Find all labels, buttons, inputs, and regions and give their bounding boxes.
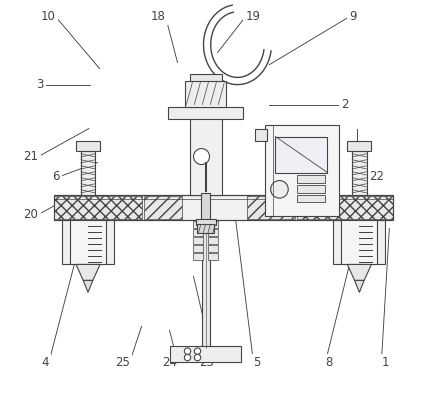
Text: 3: 3: [36, 78, 44, 91]
Text: 8: 8: [326, 356, 333, 369]
Bar: [190, 103, 222, 194]
Bar: [167, 107, 244, 119]
Bar: [195, 219, 215, 225]
Bar: [190, 74, 222, 81]
Bar: [297, 196, 392, 219]
Bar: [76, 141, 100, 150]
Bar: [70, 221, 106, 264]
Text: 18: 18: [151, 10, 166, 23]
Text: 9: 9: [350, 10, 357, 23]
Text: 4: 4: [41, 356, 49, 369]
Bar: [185, 81, 226, 107]
Bar: [256, 130, 267, 141]
Bar: [54, 194, 393, 221]
Bar: [297, 175, 326, 182]
Bar: [208, 245, 218, 253]
Text: 25: 25: [115, 356, 130, 369]
Polygon shape: [76, 264, 100, 280]
Polygon shape: [354, 280, 364, 292]
Circle shape: [271, 180, 288, 198]
Bar: [193, 221, 203, 229]
Bar: [197, 225, 214, 233]
Text: 24: 24: [163, 356, 178, 369]
Text: 23: 23: [198, 356, 214, 369]
Circle shape: [184, 348, 191, 354]
Bar: [208, 221, 218, 229]
Text: 7: 7: [358, 146, 365, 159]
Bar: [208, 253, 218, 260]
Text: 5: 5: [253, 356, 261, 369]
Bar: [193, 253, 203, 260]
Bar: [334, 221, 385, 264]
Bar: [193, 245, 203, 253]
Text: 2: 2: [342, 98, 349, 111]
Bar: [248, 196, 295, 219]
Circle shape: [184, 354, 191, 361]
Bar: [201, 192, 210, 221]
Bar: [193, 229, 203, 237]
Bar: [352, 150, 366, 194]
Bar: [276, 137, 327, 172]
Bar: [54, 196, 142, 219]
Bar: [202, 221, 210, 348]
Circle shape: [194, 148, 210, 164]
Bar: [170, 346, 241, 363]
Text: 20: 20: [23, 208, 39, 221]
Bar: [342, 221, 377, 264]
Bar: [54, 194, 393, 221]
Polygon shape: [347, 264, 371, 280]
Bar: [193, 237, 203, 245]
Text: 19: 19: [245, 10, 260, 23]
Bar: [297, 195, 326, 203]
Text: 10: 10: [41, 10, 56, 23]
Text: 21: 21: [23, 150, 39, 163]
Bar: [208, 237, 218, 245]
Circle shape: [194, 348, 201, 354]
Bar: [347, 141, 371, 150]
Bar: [81, 150, 95, 194]
Polygon shape: [83, 280, 93, 292]
Bar: [297, 185, 326, 192]
Circle shape: [194, 354, 201, 361]
Bar: [208, 229, 218, 237]
Bar: [62, 221, 114, 264]
Text: 22: 22: [369, 170, 385, 183]
Text: 1: 1: [381, 356, 389, 369]
Bar: [144, 196, 182, 219]
Text: 6: 6: [52, 170, 60, 183]
Bar: [265, 125, 339, 217]
